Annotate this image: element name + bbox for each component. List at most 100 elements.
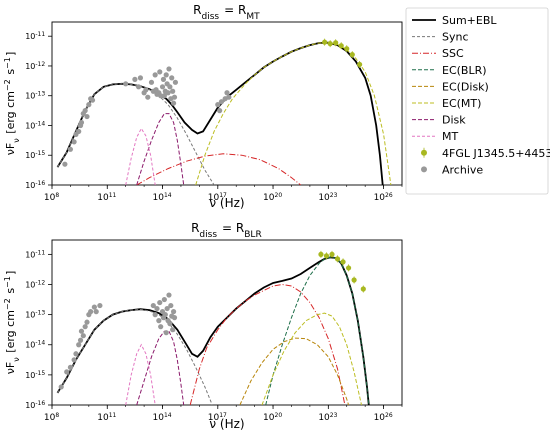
model-curves [56,41,392,185]
data-point [84,319,90,325]
legend-label: 4FGL J1345.5+4453 [442,147,550,160]
legend-label: EC(Disk) [442,80,489,93]
series-line-disk [136,113,185,185]
data-point [171,315,178,321]
legend-marker [421,166,427,173]
data-point [170,100,177,106]
plot-frame [51,239,403,406]
data-point [169,75,175,81]
data-point [62,161,68,167]
series-line-ec-mt- [261,312,362,405]
data-point [88,309,94,315]
series-line-ec-disk- [239,337,350,405]
data-point [82,324,88,330]
data-point [159,84,166,90]
data-point [123,81,129,87]
data-point [163,72,169,78]
data-point [168,302,174,309]
data-point [165,90,171,96]
y-tick-label: 10-12 [25,60,46,71]
legend-label: MT [442,130,458,143]
x-tick-label: 1014 [153,192,173,204]
data-point [158,93,164,99]
data-point [318,251,324,257]
data-point [93,309,99,315]
chart-title: Rdiss = RMT [193,3,261,22]
data-point [150,302,156,309]
sed-panel-2: Rdiss = RBLR 108 1011 1014 1017 1020 102… [3,221,403,431]
data-point [76,342,82,348]
x-axis-label: ν (Hz) [209,417,244,431]
series-line-disk [136,330,185,405]
data-point [218,99,225,105]
data-point [58,384,64,390]
data-point [340,259,346,265]
series-line-ssc [136,153,302,185]
data-point [152,72,158,78]
y-tick-label: 10-11 [25,249,46,260]
legend-label: Sum+EBL [442,14,497,27]
data-point [344,46,350,52]
series-line-ssc [189,283,346,405]
x-tick-label: 1011 [97,192,117,204]
data-point [64,369,70,375]
data-point [154,305,160,312]
legend-label: Sync [442,31,469,44]
y-tick-label: 10-13 [25,309,46,320]
x-tick-label: 1020 [263,192,283,204]
series-line-ec-blr- [265,256,370,405]
x-tick-label: 108 [44,412,60,424]
data-point [82,107,88,114]
series-line-mt [125,343,156,405]
observation-group [62,66,232,167]
data-point [135,84,142,90]
data-point [215,102,221,108]
y-axis-label: νFν [erg cm−2 s−1 ] [3,52,21,156]
observation-group [318,250,366,293]
data-point [91,304,97,310]
data-point [217,107,223,114]
series-line-mt [125,127,156,185]
legend-label: SSC [442,47,464,60]
legend-label: Disk [442,114,466,127]
x-tick-label: 1020 [263,412,283,424]
data-point [164,305,170,312]
data-point [156,318,162,324]
data-point [338,43,344,49]
data-point [171,94,178,100]
data-point [73,351,79,357]
legend-box [405,7,549,195]
x-tick-label: 108 [44,192,60,204]
data-point [172,79,179,85]
data-point [167,321,173,327]
data-point [322,39,328,45]
observation-group [58,292,178,390]
series-line-sync [57,83,215,185]
data-point [334,256,341,262]
data-point [148,79,155,85]
x-axis-label: ν (Hz) [209,196,244,210]
x-tick-label: 1011 [97,412,117,424]
y-tick-label: 10-12 [25,279,46,290]
data-point [67,364,74,370]
data-point [166,66,172,72]
data-point [76,128,82,135]
y-axis-label: νFν [erg cm−2 s−1 ] [3,271,21,375]
legend: Sum+EBL Sync SSC EC(BLR) EC(Disk) EC(MT) Disk M… [405,7,550,195]
data-point [357,61,363,68]
chart-title: Rdiss = RBLR [191,221,263,240]
data-point [170,327,176,333]
y-tick-label: 10-13 [25,90,46,101]
series-line-sync [57,308,213,405]
x-tick-label: 1023 [318,192,338,204]
observation-group [322,38,363,68]
series-line-sum-ebl [56,41,384,185]
data-point [143,87,149,93]
y-tick-label: 10-16 [25,400,46,411]
data-point [132,76,138,82]
data-point [145,94,151,100]
data-point [161,93,167,99]
x-tick-label: 1026 [374,192,394,204]
legend-label: EC(BLR) [442,64,487,77]
data-point [84,113,90,120]
